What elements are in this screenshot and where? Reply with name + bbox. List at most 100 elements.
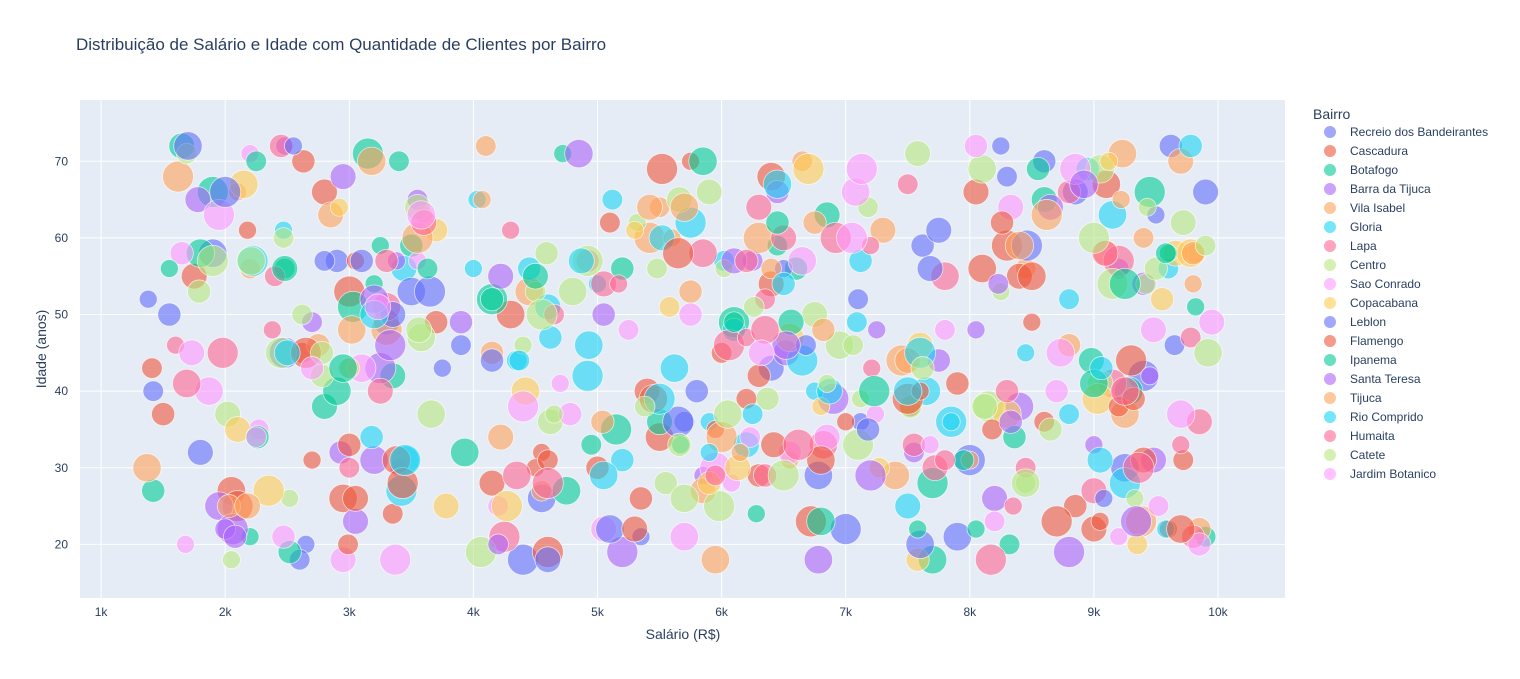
data-point[interactable] bbox=[338, 457, 360, 479]
data-point[interactable] bbox=[974, 543, 1007, 576]
data-point[interactable] bbox=[636, 193, 663, 221]
data-point[interactable] bbox=[811, 317, 836, 342]
data-point[interactable] bbox=[406, 200, 436, 230]
data-point[interactable] bbox=[374, 329, 407, 362]
data-point[interactable] bbox=[184, 186, 212, 213]
legend-item[interactable]: Barra da Tijuca bbox=[1324, 182, 1431, 196]
data-point[interactable] bbox=[157, 302, 182, 327]
data-point[interactable] bbox=[432, 492, 460, 520]
data-point[interactable] bbox=[337, 432, 362, 457]
data-point[interactable] bbox=[667, 432, 692, 457]
data-point[interactable] bbox=[187, 439, 214, 466]
data-point[interactable] bbox=[684, 379, 709, 404]
data-point[interactable] bbox=[991, 136, 1011, 156]
data-point[interactable] bbox=[601, 188, 624, 211]
data-point[interactable] bbox=[349, 248, 374, 273]
data-point[interactable] bbox=[669, 483, 699, 513]
legend-item[interactable]: Catete bbox=[1324, 448, 1386, 462]
data-point[interactable] bbox=[617, 319, 640, 341]
data-point[interactable] bbox=[792, 153, 825, 185]
legend-item[interactable]: Vila Isabel bbox=[1324, 201, 1405, 215]
data-point[interactable] bbox=[704, 464, 727, 487]
data-point[interactable] bbox=[835, 222, 868, 254]
data-point[interactable] bbox=[746, 504, 766, 524]
data-point[interactable] bbox=[678, 279, 703, 304]
data-point[interactable] bbox=[934, 319, 956, 341]
data-point[interactable] bbox=[952, 449, 975, 471]
data-point[interactable] bbox=[945, 371, 970, 396]
data-point[interactable] bbox=[480, 287, 505, 312]
data-point[interactable] bbox=[302, 450, 322, 470]
data-point[interactable] bbox=[544, 404, 564, 424]
data-point[interactable] bbox=[904, 140, 931, 167]
data-point[interactable] bbox=[628, 486, 653, 511]
data-point[interactable] bbox=[869, 216, 897, 244]
data-point[interactable] bbox=[1099, 151, 1119, 171]
data-point[interactable] bbox=[507, 390, 539, 423]
data-point[interactable] bbox=[847, 288, 869, 310]
data-point[interactable] bbox=[862, 358, 882, 378]
data-point[interactable] bbox=[659, 353, 690, 383]
data-point[interactable] bbox=[414, 275, 446, 308]
data-point[interactable] bbox=[893, 376, 923, 406]
data-point[interactable] bbox=[987, 273, 1010, 295]
data-point[interactable] bbox=[998, 533, 1021, 556]
data-point[interactable] bbox=[1069, 169, 1099, 199]
data-point[interactable] bbox=[1003, 496, 1023, 516]
legend-item[interactable]: Gloria bbox=[1324, 220, 1382, 234]
data-point[interactable] bbox=[658, 296, 681, 318]
data-point[interactable] bbox=[750, 315, 780, 345]
data-point[interactable] bbox=[1147, 495, 1170, 517]
data-point[interactable] bbox=[172, 368, 202, 399]
data-point[interactable] bbox=[867, 320, 887, 340]
data-point[interactable] bbox=[1171, 435, 1191, 455]
data-point[interactable] bbox=[342, 485, 369, 512]
data-point[interactable] bbox=[196, 244, 229, 277]
data-point[interactable] bbox=[920, 435, 940, 455]
data-point[interactable] bbox=[450, 437, 480, 468]
data-point[interactable] bbox=[209, 176, 242, 208]
data-point[interactable] bbox=[633, 395, 656, 418]
data-point[interactable] bbox=[894, 492, 922, 520]
data-point[interactable] bbox=[291, 303, 313, 326]
data-point[interactable] bbox=[1115, 344, 1148, 377]
data-point[interactable] bbox=[703, 490, 736, 522]
data-point[interactable] bbox=[966, 320, 986, 340]
data-point[interactable] bbox=[379, 543, 412, 576]
data-point[interactable] bbox=[760, 257, 782, 280]
legend-item[interactable]: Recreio dos Bandeirantes bbox=[1324, 125, 1488, 139]
data-point[interactable] bbox=[534, 241, 559, 266]
data-point[interactable] bbox=[803, 545, 833, 575]
data-point[interactable] bbox=[1038, 417, 1063, 442]
data-point[interactable] bbox=[1077, 222, 1110, 254]
data-point[interactable] bbox=[574, 330, 604, 360]
data-point[interactable] bbox=[700, 545, 730, 575]
data-point[interactable] bbox=[595, 514, 625, 544]
data-point[interactable] bbox=[1155, 242, 1177, 264]
data-point[interactable] bbox=[723, 311, 745, 333]
data-point[interactable] bbox=[564, 139, 594, 169]
data-point[interactable] bbox=[1089, 356, 1114, 381]
data-point[interactable] bbox=[806, 506, 836, 536]
data-point[interactable] bbox=[284, 136, 303, 156]
data-point[interactable] bbox=[367, 377, 394, 405]
data-point[interactable] bbox=[995, 379, 1020, 404]
data-point[interactable] bbox=[357, 146, 387, 176]
data-point[interactable] bbox=[817, 374, 837, 393]
data-point[interactable] bbox=[1090, 511, 1110, 531]
data-point[interactable] bbox=[1044, 379, 1069, 404]
data-point[interactable] bbox=[364, 293, 392, 321]
data-point[interactable] bbox=[487, 533, 509, 556]
data-point[interactable] bbox=[501, 220, 521, 240]
data-point[interactable] bbox=[996, 165, 1018, 188]
data-point[interactable] bbox=[1186, 297, 1206, 317]
data-point[interactable] bbox=[245, 150, 267, 172]
data-point[interactable] bbox=[934, 449, 956, 471]
data-point[interactable] bbox=[252, 474, 285, 507]
data-point[interactable] bbox=[206, 336, 239, 369]
data-point[interactable] bbox=[1045, 338, 1075, 368]
data-point[interactable] bbox=[525, 298, 558, 331]
legend-item[interactable]: Sao Conrado bbox=[1324, 277, 1421, 291]
data-point[interactable] bbox=[405, 316, 433, 344]
data-point[interactable] bbox=[329, 197, 349, 217]
